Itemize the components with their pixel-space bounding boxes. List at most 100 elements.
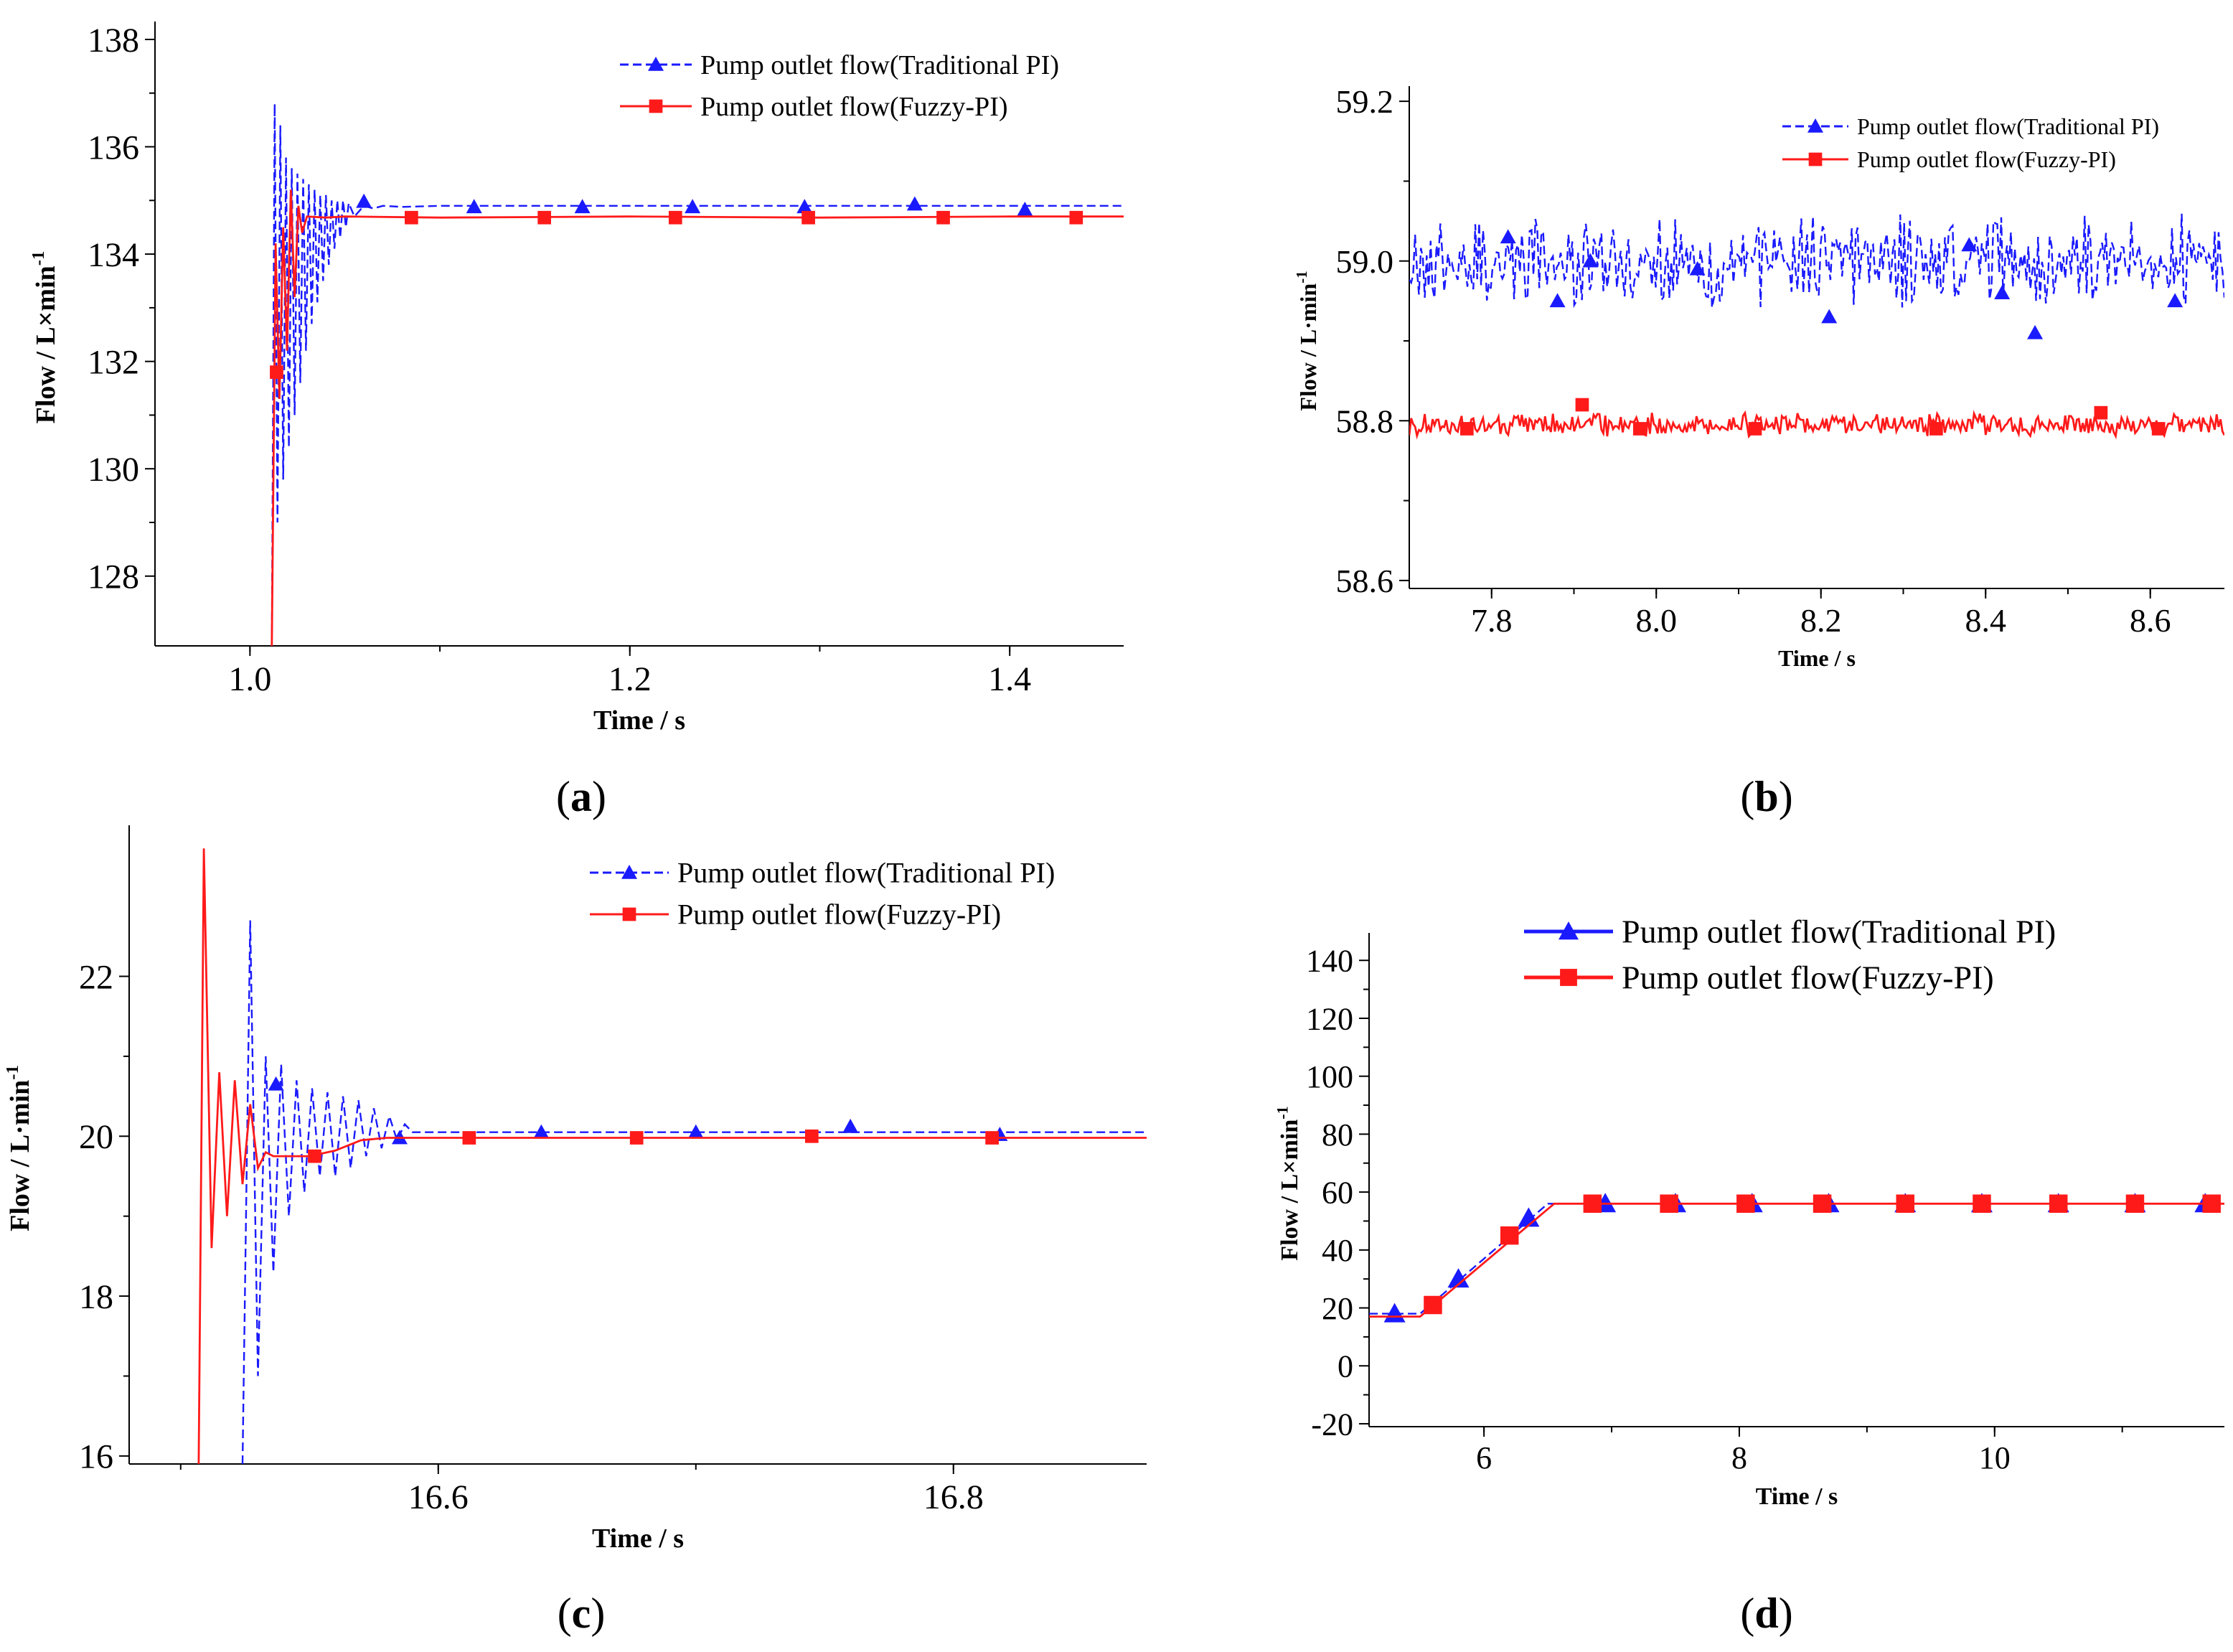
y-tick-label: 40 xyxy=(1322,1233,1353,1268)
marker-traditional-pi xyxy=(796,199,813,214)
y-tick-label: 59.0 xyxy=(1336,243,1394,280)
marker-fuzzy-pi xyxy=(936,210,950,225)
x-axis-label: Time / s xyxy=(593,705,685,736)
legend: Pump outlet flow(Traditional PI) Pump out… xyxy=(1524,914,2056,996)
marker-fuzzy-pi xyxy=(1459,422,1474,436)
marker-traditional-pi xyxy=(356,193,372,208)
panel-d: -20 0 20 40 60 80 100 120 140 6 8 10 Time / s Flow / … xyxy=(1273,914,2224,1510)
legend-label: Pump outlet flow(Fuzzy-PI) xyxy=(1857,146,2116,172)
marker-fuzzy-pi xyxy=(804,1129,819,1143)
y-tick-label: 130 xyxy=(88,451,139,489)
legend-label: Pump outlet flow(Fuzzy-PI) xyxy=(677,898,1001,931)
y-tick-label: -20 xyxy=(1311,1407,1353,1442)
marker-traditional-pi xyxy=(2027,324,2044,339)
y-tick-label: 20 xyxy=(79,1118,113,1156)
y-tick-label: 58.8 xyxy=(1336,403,1394,439)
y-axis-label-sup: -1 xyxy=(3,1065,22,1080)
marker-fuzzy-pi xyxy=(1424,1295,1442,1315)
y-axis-label-text: Flow / L·min xyxy=(1295,283,1321,411)
marker-fuzzy-pi xyxy=(1069,210,1083,225)
legend-marker-square xyxy=(622,907,636,921)
legend-marker-square xyxy=(649,99,663,113)
y-tick-label: 136 xyxy=(88,128,139,166)
marker-traditional-pi xyxy=(1500,229,1516,244)
x-tick-label: 8 xyxy=(1731,1440,1747,1475)
y-axis-label-sup: -1 xyxy=(1294,271,1310,283)
x-axis-label: Time / s xyxy=(1756,1483,1838,1510)
marker-fuzzy-pi xyxy=(985,1131,999,1145)
marker-fuzzy-pi xyxy=(405,210,418,225)
legend-marker-triangle xyxy=(1559,921,1579,940)
subfigure-label-b: (b) xyxy=(1740,773,1792,820)
marker-fuzzy-pi xyxy=(2151,422,2166,436)
y-tick-label: 59.2 xyxy=(1336,83,1394,120)
marker-traditional-pi xyxy=(1961,237,1978,252)
marker-fuzzy-pi xyxy=(1583,1194,1602,1213)
series-line-traditional-pi xyxy=(241,920,1147,1464)
x-tick-label: 1.4 xyxy=(988,660,1031,698)
marker-fuzzy-pi xyxy=(537,210,551,225)
series-group xyxy=(270,103,1124,646)
legend-marker-triangle xyxy=(621,865,637,879)
legend-label: Pump outlet flow(Fuzzy-PI) xyxy=(1622,959,1994,996)
legend-marker-square xyxy=(1808,152,1823,166)
marker-traditional-pi xyxy=(842,1118,859,1133)
y-tick-label: 80 xyxy=(1322,1117,1353,1153)
panel-c: 16 18 20 22 16.6 16.8 Time / s Flow / L·min-1 Pu… xyxy=(3,825,1147,1554)
marker-fuzzy-pi xyxy=(2202,1194,2221,1213)
x-axis-label: Time / s xyxy=(1778,645,1856,671)
marker-fuzzy-pi xyxy=(1736,1194,1755,1213)
series-line-fuzzy-pi xyxy=(1369,1202,2224,1318)
y-tick-label: 138 xyxy=(88,22,139,60)
subfigure-label-c: (c) xyxy=(558,1590,606,1637)
y-tick-label: 132 xyxy=(88,343,139,381)
legend-marker-square xyxy=(1560,969,1577,986)
marker-traditional-pi xyxy=(268,1076,284,1091)
x-tick-label: 8.0 xyxy=(1635,602,1677,639)
marker-fuzzy-pi xyxy=(1929,422,1943,436)
marker-fuzzy-pi xyxy=(801,210,815,225)
legend-label: Pump outlet flow(Traditional PI) xyxy=(700,50,1059,80)
y-tick-label: 22 xyxy=(79,958,113,996)
marker-traditional-pi xyxy=(466,199,482,214)
y-axis-label: Flow / L×min-1 xyxy=(29,251,61,424)
y-tick-label: 0 xyxy=(1338,1349,1353,1384)
panel-a: 128 130 132 134 136 138 1.0 1.2 1.4 Time / s Flow … xyxy=(29,22,1124,736)
series-group xyxy=(1409,213,2224,440)
marker-traditional-pi xyxy=(906,196,923,211)
marker-fuzzy-pi xyxy=(1896,1194,1914,1213)
series-line-fuzzy-pi xyxy=(271,189,1124,646)
marker-traditional-pi xyxy=(1582,253,1599,268)
x-tick-label: 1.0 xyxy=(228,660,271,698)
marker-traditional-pi xyxy=(2167,293,2183,308)
y-tick-label: 16 xyxy=(79,1438,113,1476)
marker-fuzzy-pi xyxy=(2125,1194,2145,1213)
series-line-traditional-pi xyxy=(271,103,1124,646)
y-tick-label: 18 xyxy=(79,1278,113,1316)
marker-fuzzy-pi xyxy=(1632,422,1647,436)
x-tick-label: 10 xyxy=(1979,1440,2011,1475)
x-tick-label: 16.8 xyxy=(923,1478,984,1516)
marker-traditional-pi xyxy=(1689,261,1706,276)
y-tick-label: 134 xyxy=(88,236,139,274)
marker-fuzzy-pi xyxy=(1748,422,1762,436)
series-group xyxy=(197,848,1147,1464)
legend-marker-triangle xyxy=(1807,118,1823,133)
marker-fuzzy-pi xyxy=(1660,1194,1678,1213)
subfigure-label-a: (a) xyxy=(556,773,606,820)
x-tick-label: 8.2 xyxy=(1800,602,1842,639)
x-tick-label: 6 xyxy=(1476,1440,1492,1475)
marker-fuzzy-pi xyxy=(1500,1226,1519,1245)
marker-traditional-pi xyxy=(1518,1207,1540,1227)
y-tick-label: 58.6 xyxy=(1336,563,1394,599)
marker-traditional-pi xyxy=(1017,202,1033,216)
legend: Pump outlet flow(Traditional PI) Pump out… xyxy=(590,857,1055,931)
series-line-fuzzy-pi xyxy=(1409,410,2224,440)
legend-label: Pump outlet flow(Traditional PI) xyxy=(1622,914,2056,950)
series-line-traditional-pi xyxy=(1369,1203,2224,1315)
marker-fuzzy-pi xyxy=(2094,405,2108,420)
x-tick-label: 7.8 xyxy=(1471,602,1513,639)
marker-fuzzy-pi xyxy=(270,365,283,379)
series-group xyxy=(1369,1193,2224,1323)
marker-traditional-pi xyxy=(1994,285,2011,300)
